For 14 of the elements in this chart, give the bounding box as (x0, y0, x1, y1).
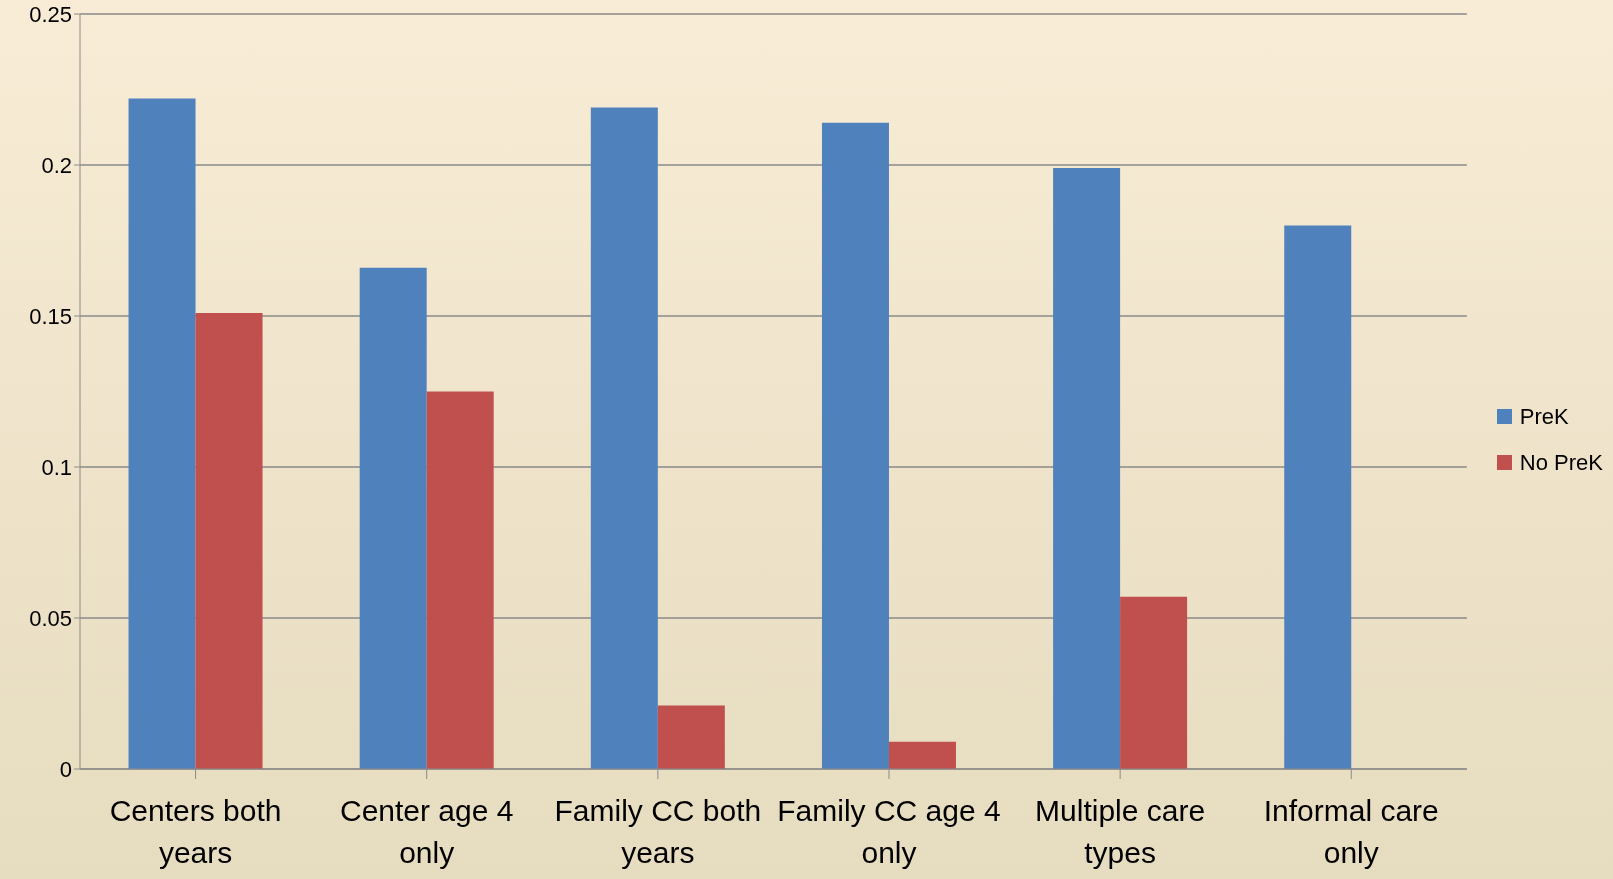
x-tick-label: Family CC age 4 only (777, 794, 1001, 869)
y-tick-label: 0.2 (41, 152, 72, 178)
x-tick-label: Informal care only (1263, 794, 1439, 869)
y-tick-label: 0.25 (29, 1, 72, 27)
y-tick-label: 0 (59, 756, 72, 782)
x-tick-label: Family CC both years (554, 794, 762, 869)
x-tick-label: Centers both years (109, 794, 282, 869)
x-tick-label: Multiple care types (1035, 794, 1206, 869)
legend-label: PreK (1519, 403, 1569, 430)
y-tick-label: 0.15 (29, 303, 72, 329)
y-tick-label: 0.1 (41, 454, 72, 480)
y-tick-label: 0.05 (29, 605, 72, 631)
legend-label: No PreK (1519, 449, 1603, 476)
x-tick-label: Center age 4 only (339, 794, 514, 869)
